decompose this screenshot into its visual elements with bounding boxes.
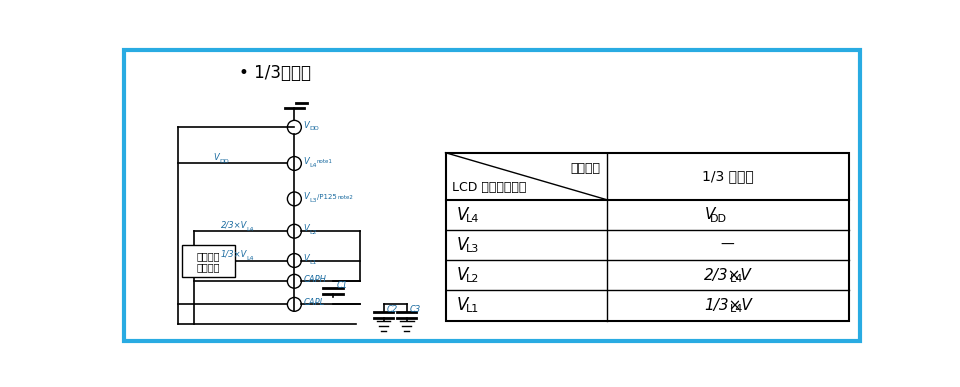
- Text: L2: L2: [310, 230, 318, 235]
- Text: L4: L4: [310, 163, 318, 168]
- Text: V: V: [303, 157, 309, 166]
- Text: L3: L3: [310, 198, 318, 203]
- Text: L2: L2: [466, 274, 479, 284]
- Text: —: —: [721, 238, 734, 252]
- Text: V: V: [303, 254, 309, 263]
- Text: V: V: [456, 206, 468, 224]
- Text: V: V: [456, 266, 468, 284]
- Text: L1: L1: [310, 260, 317, 265]
- Text: /P125: /P125: [317, 194, 337, 200]
- Text: 2/3×V: 2/3×V: [705, 268, 752, 283]
- Text: V: V: [303, 192, 309, 201]
- Text: V: V: [705, 207, 715, 222]
- Text: DD: DD: [310, 126, 320, 131]
- Text: L4: L4: [466, 214, 479, 224]
- Text: C3: C3: [410, 305, 421, 314]
- Text: V: V: [456, 236, 468, 254]
- Text: 1/3 偏压法: 1/3 偏压法: [702, 169, 754, 183]
- Text: C2: C2: [387, 305, 397, 314]
- Text: CAPH: CAPH: [303, 275, 326, 284]
- Text: V: V: [303, 224, 309, 233]
- Text: V: V: [303, 121, 309, 130]
- Text: L1: L1: [466, 304, 479, 314]
- Text: L4: L4: [247, 227, 253, 232]
- Text: • 1/3偏压法: • 1/3偏压法: [239, 64, 311, 82]
- Text: 生成电路: 生成电路: [197, 262, 220, 272]
- Text: DD: DD: [219, 159, 228, 164]
- Text: 驱动电压: 驱动电压: [197, 251, 220, 261]
- FancyBboxPatch shape: [182, 245, 234, 277]
- Text: note2: note2: [337, 195, 353, 200]
- Text: 显示模式: 显示模式: [570, 162, 601, 175]
- Text: L4: L4: [730, 304, 743, 314]
- FancyBboxPatch shape: [445, 153, 849, 320]
- Text: 1/3×V: 1/3×V: [705, 298, 752, 313]
- Text: CAPL: CAPL: [303, 298, 324, 307]
- Text: V: V: [213, 153, 219, 162]
- Text: 2/3×V: 2/3×V: [221, 221, 247, 229]
- Text: note1: note1: [316, 159, 332, 164]
- Text: V: V: [456, 296, 468, 315]
- Text: L4: L4: [247, 257, 253, 262]
- Text: DD: DD: [709, 214, 727, 224]
- Text: L3: L3: [466, 244, 479, 254]
- Text: LCD 驱动电源引脚: LCD 驱动电源引脚: [452, 181, 526, 194]
- Text: L4: L4: [730, 274, 743, 284]
- Text: C1: C1: [337, 281, 348, 289]
- Text: 1/3×V: 1/3×V: [221, 250, 247, 259]
